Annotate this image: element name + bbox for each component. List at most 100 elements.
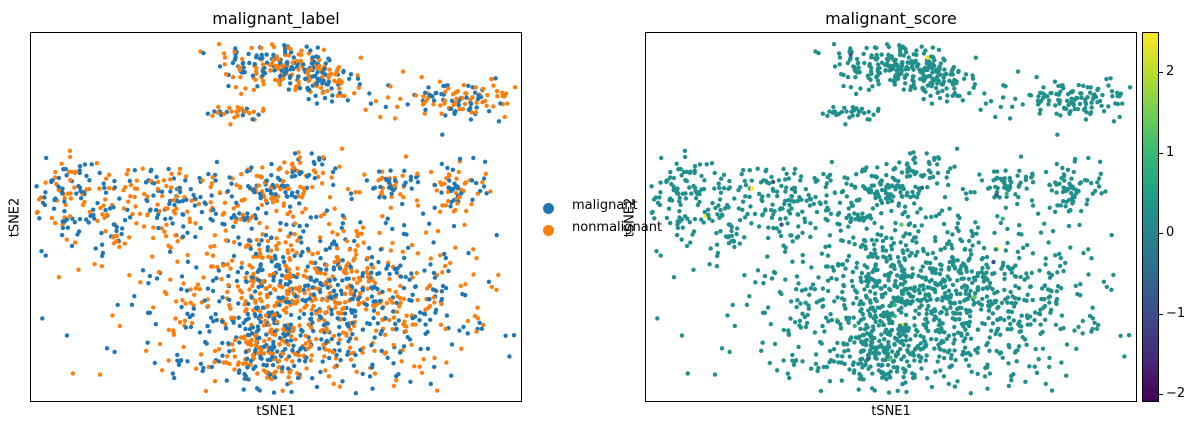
data-point-nonmalignant xyxy=(505,101,510,106)
data-point-nonmalignant xyxy=(247,287,252,292)
data-point-malignant xyxy=(370,365,375,370)
data-point-malignant xyxy=(331,288,337,293)
data-point-nonmalignant xyxy=(448,260,453,266)
data-point-malignant xyxy=(159,189,165,194)
data-point-malignant xyxy=(56,184,61,189)
data-point-nonmalignant xyxy=(250,283,255,289)
data-point-nonmalignant xyxy=(257,247,262,252)
data-point-nonmalignant xyxy=(385,95,391,100)
data-point-score xyxy=(775,193,780,199)
data-point-score xyxy=(952,384,958,389)
data-point-score xyxy=(1099,103,1104,109)
data-point-nonmalignant xyxy=(272,332,278,338)
data-point-score xyxy=(1024,271,1029,276)
data-point-score xyxy=(852,67,857,73)
data-point-nonmalignant xyxy=(299,48,304,53)
data-point-nonmalignant xyxy=(401,321,406,327)
data-point-score xyxy=(791,362,797,367)
data-point-score xyxy=(1100,92,1105,98)
data-point-malignant xyxy=(217,299,222,304)
data-point-nonmalignant xyxy=(251,109,256,115)
data-point-malignant xyxy=(245,211,250,216)
data-point-nonmalignant xyxy=(323,368,328,373)
data-point-score xyxy=(830,264,835,270)
data-point-nonmalignant xyxy=(326,221,332,227)
data-point-nonmalignant xyxy=(268,196,274,201)
data-point-nonmalignant xyxy=(409,342,414,347)
data-point-nonmalignant xyxy=(261,106,266,112)
data-point-score xyxy=(1013,96,1018,102)
data-point-nonmalignant xyxy=(221,360,226,365)
data-point-malignant xyxy=(214,317,219,323)
data-point-score xyxy=(993,184,998,190)
data-point-malignant xyxy=(191,192,196,198)
data-point-nonmalignant xyxy=(462,101,468,107)
data-point-score xyxy=(800,209,805,214)
data-point-nonmalignant xyxy=(308,292,313,297)
data-point-malignant xyxy=(168,216,173,221)
data-point-nonmalignant xyxy=(365,296,370,302)
data-point-malignant xyxy=(272,344,277,350)
data-point-score xyxy=(1029,198,1035,203)
data-point-score xyxy=(852,340,857,345)
data-point-score xyxy=(1024,186,1029,191)
data-point-malignant xyxy=(288,338,294,343)
data-point-malignant xyxy=(350,332,355,337)
data-point-score xyxy=(893,187,898,192)
data-point-nonmalignant xyxy=(383,350,389,355)
data-point-score xyxy=(1075,291,1080,297)
data-point-score xyxy=(812,330,818,335)
data-point-nonmalignant xyxy=(323,347,328,352)
data-point-nonmalignant xyxy=(415,203,421,208)
data-point-nonmalignant xyxy=(481,86,486,92)
data-point-nonmalignant xyxy=(260,165,265,170)
data-point-malignant xyxy=(392,266,397,272)
data-point-score xyxy=(940,298,945,303)
data-point-score xyxy=(939,262,944,268)
data-point-score xyxy=(912,358,917,363)
data-point-nonmalignant xyxy=(446,86,451,91)
data-point-score xyxy=(1101,279,1107,284)
data-point-nonmalignant xyxy=(155,186,161,192)
data-point-score xyxy=(1094,326,1100,331)
data-point-nonmalignant xyxy=(234,109,239,114)
data-point-score xyxy=(967,314,973,319)
data-point-malignant xyxy=(209,193,214,198)
data-point-malignant xyxy=(210,218,215,223)
data-point-nonmalignant xyxy=(168,277,173,282)
data-point-malignant xyxy=(311,74,316,79)
data-point-nonmalignant xyxy=(183,301,188,306)
data-point-score xyxy=(982,374,988,379)
data-point-score xyxy=(958,291,963,296)
data-point-score xyxy=(857,109,863,114)
data-point-nonmalignant xyxy=(438,180,443,185)
data-point-malignant xyxy=(77,164,83,169)
data-point-nonmalignant xyxy=(303,341,308,346)
data-point-malignant xyxy=(324,267,329,272)
data-point-score xyxy=(940,88,945,94)
data-point-malignant xyxy=(102,185,107,190)
data-point-malignant xyxy=(273,256,278,261)
data-point-malignant xyxy=(347,76,352,82)
data-point-malignant xyxy=(268,291,273,296)
data-point-score xyxy=(1009,378,1014,383)
data-point-score xyxy=(910,189,915,195)
data-point-malignant xyxy=(104,346,110,351)
data-point-nonmalignant xyxy=(134,186,140,191)
data-point-score xyxy=(848,85,854,90)
data-point-score xyxy=(1047,205,1052,210)
data-point-score xyxy=(903,67,908,72)
data-point-malignant xyxy=(237,211,242,216)
data-point-nonmalignant xyxy=(251,308,256,313)
data-point-score xyxy=(835,295,840,300)
data-point-score xyxy=(898,50,903,55)
data-point-malignant xyxy=(229,194,234,199)
data-point-nonmalignant xyxy=(173,299,179,304)
data-point-malignant xyxy=(367,374,373,379)
data-point-score xyxy=(813,225,818,231)
data-point-score xyxy=(658,190,663,195)
data-point-malignant xyxy=(249,226,254,231)
data-point-score xyxy=(1072,106,1077,112)
data-point-score xyxy=(800,259,806,264)
data-point-malignant xyxy=(439,289,445,294)
